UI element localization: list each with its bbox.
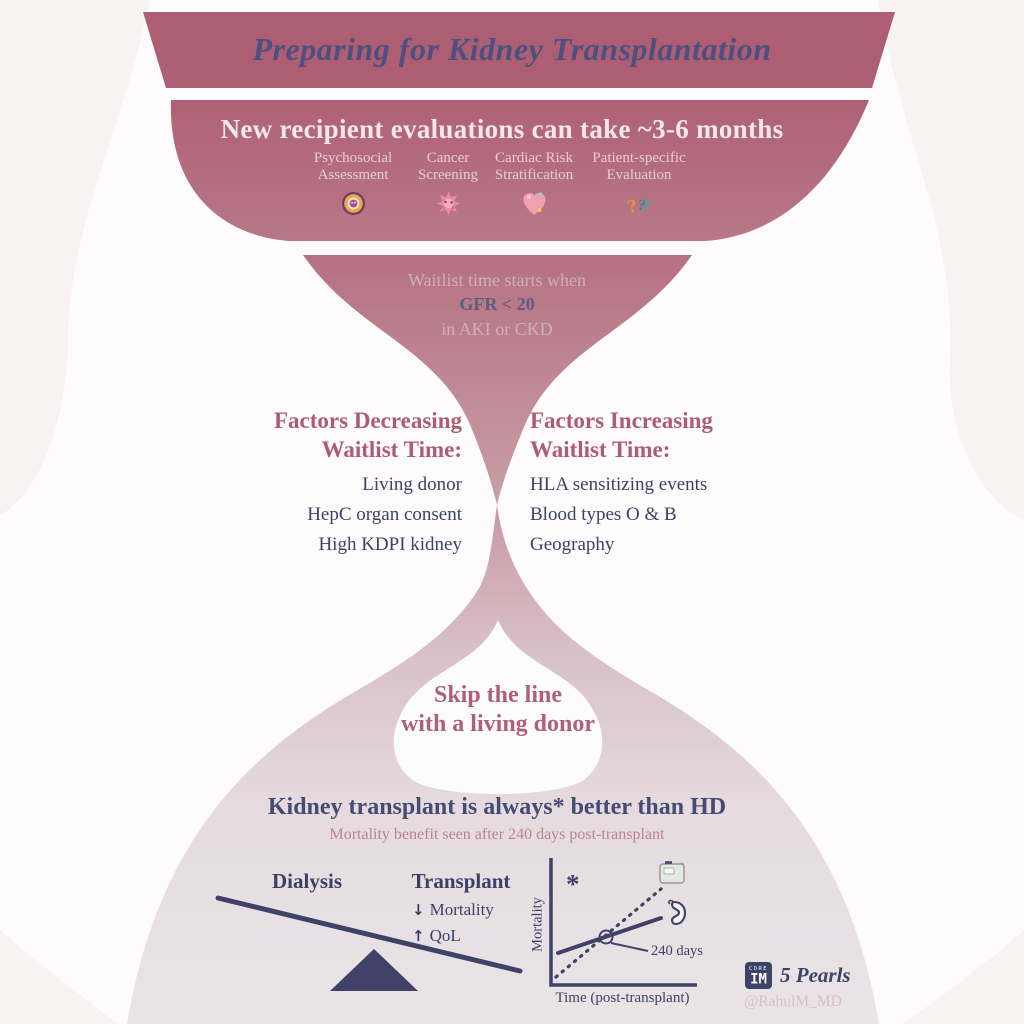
evaluation-label-line: Psychosocial [313,150,393,166]
evaluation-label-line: Evaluation [606,167,672,184]
up-arrow-icon: ↑ [412,927,425,945]
factor-item: Blood types O & B [530,504,677,526]
evaluation-label-patient-specific: Patient-specific Evaluation [574,150,704,185]
evaluation-heading: New recipient evaluations can take ~3-6 … [220,114,784,144]
evaluation-label-line: Stratification [494,167,574,184]
brand-5-pearls: 5 Pearls [780,963,851,987]
factors-increasing-heading: Factors Increasing Waitlist Time: [530,407,820,464]
chart-crossover-circle [598,929,614,945]
kidney-icon [667,899,687,926]
factors-decreasing-heading: Factors Decreasing Waitlist Time: [180,407,462,464]
evaluation-label-cancer: Cancer Screening [383,150,513,185]
skip-the-line-note: Skip the line with a living donor [367,681,629,740]
evaluation-label-line: Patient-specific [592,150,686,166]
logo-core-text: CORE [749,966,768,972]
chart-asterisk: * [566,869,580,899]
factor-item: HepC organ consent [307,504,462,526]
echo-shape-left [0,0,150,515]
skip-note-line: with a living donor [400,711,596,738]
evaluation-label-line: Cardiac Risk [495,150,573,166]
evaluation-label-line: Screening [418,167,478,184]
chart-dialysis-line [554,887,663,979]
waitlist-gfr: GFR < 20 [459,294,535,315]
effect-label: Mortality [429,900,494,919]
chart-callout-line [610,942,649,952]
chart-x-axis-label: Time (post-transplant) [555,990,690,1006]
factors-heading-line: Factors Increasing [530,408,713,433]
factor-item: Geography [530,534,615,556]
seesaw-beam [215,895,523,974]
waitlist-line1: Waitlist time starts when [407,270,587,290]
psychosocial-assessment-icon [342,192,365,215]
evaluation-label-cardiac: Cardiac Risk Stratification [469,150,599,185]
skip-note-blob [393,620,603,794]
patient-specific-evaluation-icon: ? ? ? [626,195,652,217]
skip-note-line: Skip the line [433,682,563,708]
echo-shape-right [878,0,1024,520]
chart-transplant-line [556,916,663,955]
bottom-subheadline: Mortality benefit seen after 240 days po… [329,826,665,843]
factor-item: High KDPI kidney [318,534,462,556]
cardiac-risk-icon [523,192,546,215]
question-glyph: ? [626,196,639,217]
evaluation-label-psychosocial: Psychosocial Assessment [288,150,418,185]
factors-heading-line: Factors Decreasing [274,408,462,433]
factors-decreasing-list: Factors Decreasing Waitlist Time: Living… [180,407,462,565]
chart-axes [549,858,697,987]
author-handle: @RahulM_MD [744,993,842,1010]
bottom-headline: Kidney transplant is always* better than… [267,794,727,820]
evaluation-label-line: Assessment [317,167,389,184]
factor-item: Living donor [362,474,462,496]
transplant-effect-qol: ↑ QoL [412,926,461,946]
seesaw-transplant-label: Transplant [411,869,511,893]
seesaw-fulcrum [330,949,418,991]
waitlist-line3: in AKI or CKD [441,318,553,339]
factor-item: HLA sensitizing events [530,474,708,496]
effect-label: QoL [429,926,461,945]
logo-im-text: IM [750,972,767,988]
factors-heading-line: Waitlist Time: [321,436,462,462]
question-glyph: ? [639,195,652,217]
cancer-screening-icon [436,191,461,216]
chart-240-days-annotation: 240 days [651,943,703,959]
echo-shape-bottom-left [0,930,118,1024]
chart-y-axis-label: Mortality [529,897,546,952]
page-title: Preparing for Kidney Transplantation [252,31,772,67]
transplant-effect-mortality: ↓ Mortality [412,900,494,920]
core-im-logo: CORE IM [745,962,772,989]
down-arrow-icon: ↓ [412,901,425,919]
seesaw-dialysis-label: Dialysis [271,869,342,893]
funnel-title-band [143,12,895,88]
factors-increasing-list: Factors Increasing Waitlist Time: HLA se… [530,407,820,565]
question-glyph: ? [636,197,647,214]
echo-shape-bottom-right [902,930,1024,1024]
funnel-neck [303,255,692,505]
waitlist-note: Waitlist time starts when GFR < 20 in AK… [347,268,647,341]
evaluation-label-line: Cancer [426,150,470,166]
factors-heading-line: Waitlist Time: [530,436,671,462]
dialysis-machine-icon [659,861,685,884]
